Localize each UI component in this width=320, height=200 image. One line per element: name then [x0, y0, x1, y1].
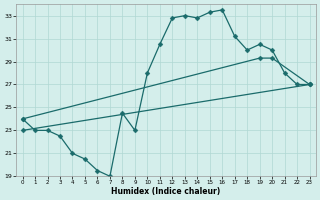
- X-axis label: Humidex (Indice chaleur): Humidex (Indice chaleur): [111, 187, 221, 196]
